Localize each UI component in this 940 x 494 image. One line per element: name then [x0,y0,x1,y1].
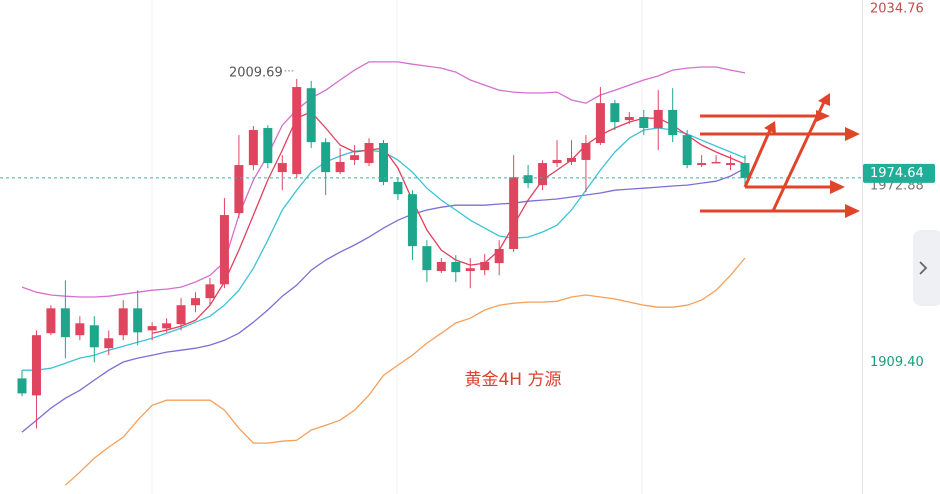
y-tick-label: 1909.40 [870,355,924,370]
candle-body [306,88,316,143]
candle-body [581,143,591,160]
high-label: 2009.69 [229,65,283,80]
candle-body [248,130,258,166]
candle-body [162,323,172,329]
y-tick-label: 2034.76 [870,2,924,17]
candle-body [147,326,157,331]
indicator-line [21,61,746,298]
candle-body [263,128,273,164]
candle-body [509,177,519,249]
candle-body [118,308,128,336]
candle-body [711,161,721,164]
arrow-head [830,180,845,194]
candle-body [422,246,432,271]
candle-body [191,298,201,306]
candle-body [610,103,620,123]
indicator-line [64,257,746,486]
candle-body [682,135,692,166]
candle-body [726,163,736,166]
candle-body [653,109,663,129]
candle-body [436,261,446,272]
chevron-icon [919,261,928,275]
candle-body [89,325,99,348]
candle-body [566,157,576,162]
candle-body [407,194,417,247]
last-price-label: 1974.64 [870,166,924,181]
candle-body [624,117,634,121]
arrow-head [818,93,830,106]
plot: 2009.69 [0,61,862,486]
candle-body [697,163,707,166]
candle-body [480,261,490,271]
candle-body [292,87,302,175]
annotation-arrows [700,93,860,218]
candle-body [639,117,649,129]
candle-body [46,308,56,334]
candle-body [668,109,678,136]
arrow-head [845,204,860,218]
watermark-annotation: 黄金4H 方源 [464,370,561,390]
candle-body [75,323,85,336]
arrow [743,129,772,188]
indicator-line [21,167,746,433]
arrow [771,101,826,212]
last-price-tag [863,163,935,183]
candle-body [104,338,114,349]
arrow-head [764,121,776,134]
candle-body [523,175,533,184]
candle-body [465,268,475,272]
candle-body [595,103,605,143]
arrow-head [845,127,860,141]
candle-body [321,142,331,173]
candle-body [205,284,215,299]
candle-body [17,378,27,394]
candle-body [552,159,562,164]
candle-body [219,215,229,285]
candle-body [60,308,70,338]
candle-body [335,161,345,173]
candle-body [538,163,548,186]
candle-body [364,143,374,164]
candle-body [31,335,41,396]
candle-body [176,305,186,325]
candle-body [494,248,504,264]
candle-body [277,163,287,173]
candle-body [451,261,461,273]
candle-body [133,308,143,333]
candle-body [350,155,360,160]
candle-body [740,163,750,178]
candle-body [379,143,388,182]
candle-body [393,182,403,195]
candle-body [234,165,244,214]
